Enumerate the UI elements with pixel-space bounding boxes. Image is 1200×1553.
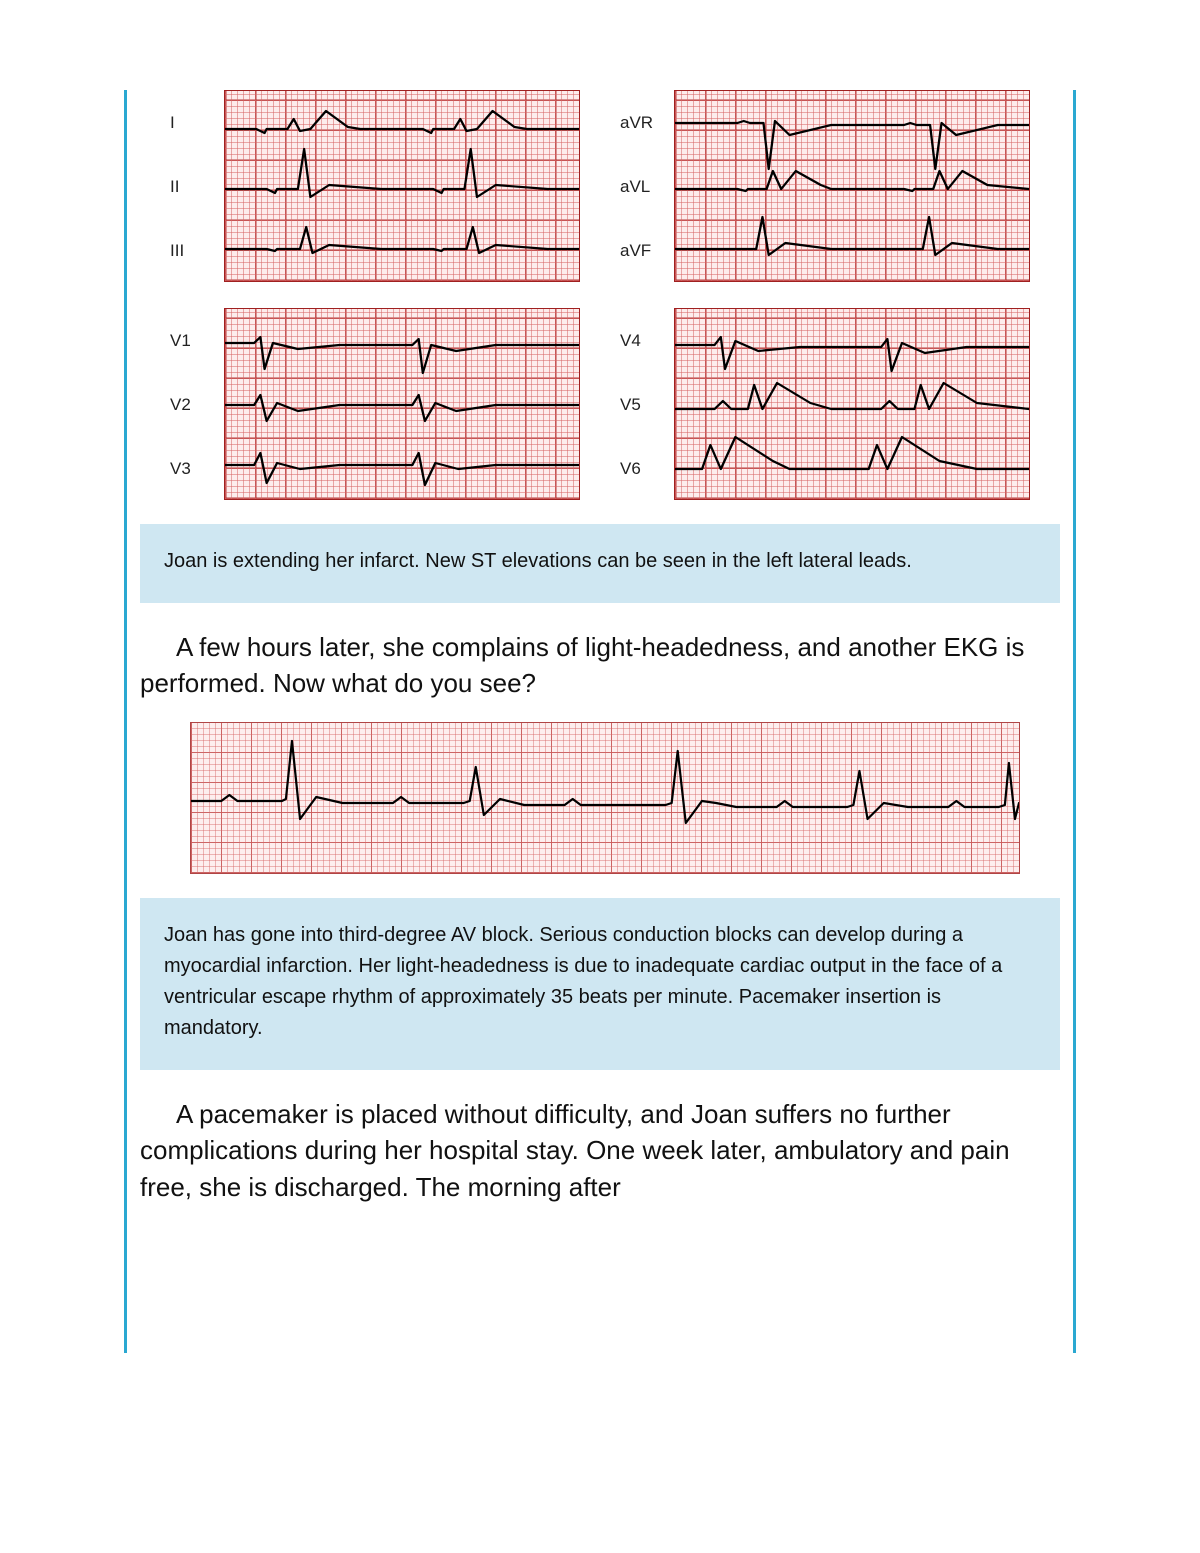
lead-label: V1 — [170, 332, 214, 349]
lead-label: V4 — [620, 332, 664, 349]
lead-label: V6 — [620, 460, 664, 477]
lead-label: aVR — [620, 114, 664, 131]
ekg-grid — [224, 90, 580, 282]
ekg-grid — [224, 308, 580, 500]
callout-box: Joan is extending her infarct. New ST el… — [140, 524, 1060, 603]
lead-labels: V4 V5 V6 — [620, 308, 674, 500]
ekg-panel-precordial-a: V1 V2 V3 — [170, 308, 580, 500]
lead-labels: V1 V2 V3 — [170, 308, 224, 500]
right-rule — [1073, 90, 1076, 1353]
lead-label: I — [170, 114, 214, 131]
callout-box: Joan has gone into third-degree AV block… — [140, 898, 1060, 1070]
lead-label: III — [170, 242, 214, 259]
ekg-grid — [674, 90, 1030, 282]
ekg-rhythm-strip — [190, 722, 1020, 874]
lead-label: aVL — [620, 178, 664, 195]
lead-label: aVF — [620, 242, 664, 259]
body-paragraph: A pacemaker is placed without difficulty… — [140, 1096, 1060, 1205]
lead-label: II — [170, 178, 214, 195]
lead-label: V2 — [170, 396, 214, 413]
ekg-panel-limb: I II III — [170, 90, 580, 282]
lead-labels: I II III — [170, 90, 224, 282]
ekg-12-lead: I II III aVR aVL aVF — [170, 90, 1030, 500]
lead-labels: aVR aVL aVF — [620, 90, 674, 282]
ekg-panel-augmented: aVR aVL aVF — [620, 90, 1030, 282]
page: I II III aVR aVL aVF — [0, 0, 1200, 1553]
body-paragraph: A few hours later, she complains of ligh… — [140, 629, 1060, 702]
lead-label: V3 — [170, 460, 214, 477]
ekg-grid — [674, 308, 1030, 500]
ekg-panel-precordial-b: V4 V5 V6 — [620, 308, 1030, 500]
left-rule — [124, 90, 127, 1353]
lead-label: V5 — [620, 396, 664, 413]
